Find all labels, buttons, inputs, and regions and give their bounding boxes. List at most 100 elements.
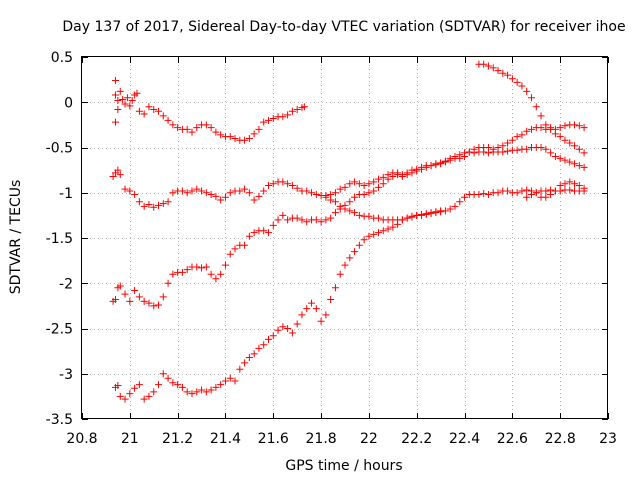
x-tick-label: 21.2 <box>162 431 193 447</box>
data-point <box>341 205 349 213</box>
data-point <box>207 270 215 278</box>
data-point <box>207 386 215 394</box>
data-marks <box>109 60 588 403</box>
data-point <box>518 131 526 139</box>
data-point <box>169 121 177 129</box>
chart-title: Day 137 of 2017, Sidereal Day-to-day VTE… <box>62 19 625 35</box>
data-point <box>217 131 225 139</box>
data-point <box>212 128 220 136</box>
data-point <box>346 254 354 262</box>
data-point <box>126 187 134 195</box>
data-point <box>140 110 148 118</box>
data-point <box>504 71 512 79</box>
data-point <box>355 180 363 188</box>
data-point <box>484 62 492 70</box>
data-point <box>178 187 186 195</box>
data-point <box>178 383 186 391</box>
data-point <box>255 192 263 200</box>
data-point <box>571 180 579 188</box>
data-point <box>547 125 555 133</box>
data-point <box>111 91 119 99</box>
series-track-7 <box>523 178 588 201</box>
data-point <box>198 386 206 394</box>
data-point <box>155 301 163 309</box>
data-point <box>365 189 373 197</box>
data-point <box>145 201 153 209</box>
data-point <box>432 209 440 217</box>
data-point <box>293 320 301 328</box>
data-point <box>250 130 258 138</box>
data-point <box>126 102 134 110</box>
data-point <box>551 153 559 161</box>
data-point <box>566 139 574 147</box>
data-point <box>461 149 469 157</box>
data-point <box>116 171 124 179</box>
y-tick-label: 0 <box>64 95 73 111</box>
data-point <box>150 105 158 113</box>
x-tick-label: 22.2 <box>401 431 432 447</box>
data-point <box>202 189 210 197</box>
data-point <box>217 381 225 389</box>
y-tick-label: -1.5 <box>46 231 73 247</box>
data-point <box>300 103 308 111</box>
data-point <box>556 154 564 162</box>
data-point <box>135 107 143 115</box>
data-point <box>571 121 579 129</box>
data-point <box>398 216 406 224</box>
data-point <box>202 263 210 271</box>
data-point <box>119 96 127 104</box>
x-axis-label: GPS time / hours <box>285 458 402 474</box>
series-track-5 <box>322 193 445 224</box>
data-point <box>327 214 335 222</box>
data-point <box>542 193 550 201</box>
data-point <box>475 191 483 199</box>
data-point <box>374 214 382 222</box>
data-point <box>236 365 244 373</box>
data-point <box>164 279 172 287</box>
data-point <box>571 142 579 150</box>
data-point <box>331 198 339 206</box>
data-point <box>437 160 445 168</box>
data-point <box>379 173 387 181</box>
data-point <box>446 154 454 162</box>
data-point <box>341 183 349 191</box>
data-point <box>461 193 469 201</box>
data-point <box>551 130 559 138</box>
data-point <box>298 311 306 319</box>
data-point <box>178 268 186 276</box>
data-point <box>293 214 301 222</box>
data-point <box>513 189 521 197</box>
data-point <box>279 113 287 121</box>
data-point <box>121 290 129 298</box>
data-point <box>116 282 124 290</box>
data-point <box>384 175 392 183</box>
data-point <box>221 377 229 385</box>
y-tick-label: -2 <box>59 276 73 292</box>
data-point <box>427 162 435 170</box>
data-point <box>274 326 282 334</box>
data-point <box>312 191 320 199</box>
data-point <box>451 153 459 161</box>
data-point <box>111 296 119 304</box>
data-point <box>370 178 378 186</box>
data-point <box>241 136 249 144</box>
data-point <box>131 286 139 294</box>
data-point <box>480 190 488 198</box>
data-point <box>198 187 206 195</box>
data-point <box>537 112 545 120</box>
data-point <box>408 169 416 177</box>
data-point <box>542 121 550 129</box>
data-point <box>422 210 430 218</box>
data-point <box>284 325 292 332</box>
y-tick-labels: 0.5 0 -0.5 -1 -1.5 -2 -2.5 -3 -3.5 <box>46 50 73 428</box>
data-point <box>193 185 201 193</box>
data-point <box>164 374 172 382</box>
data-point <box>437 208 445 216</box>
data-point <box>207 124 215 132</box>
data-point <box>155 381 163 389</box>
data-point <box>365 212 373 220</box>
data-point <box>126 390 134 398</box>
data-point <box>418 165 426 173</box>
